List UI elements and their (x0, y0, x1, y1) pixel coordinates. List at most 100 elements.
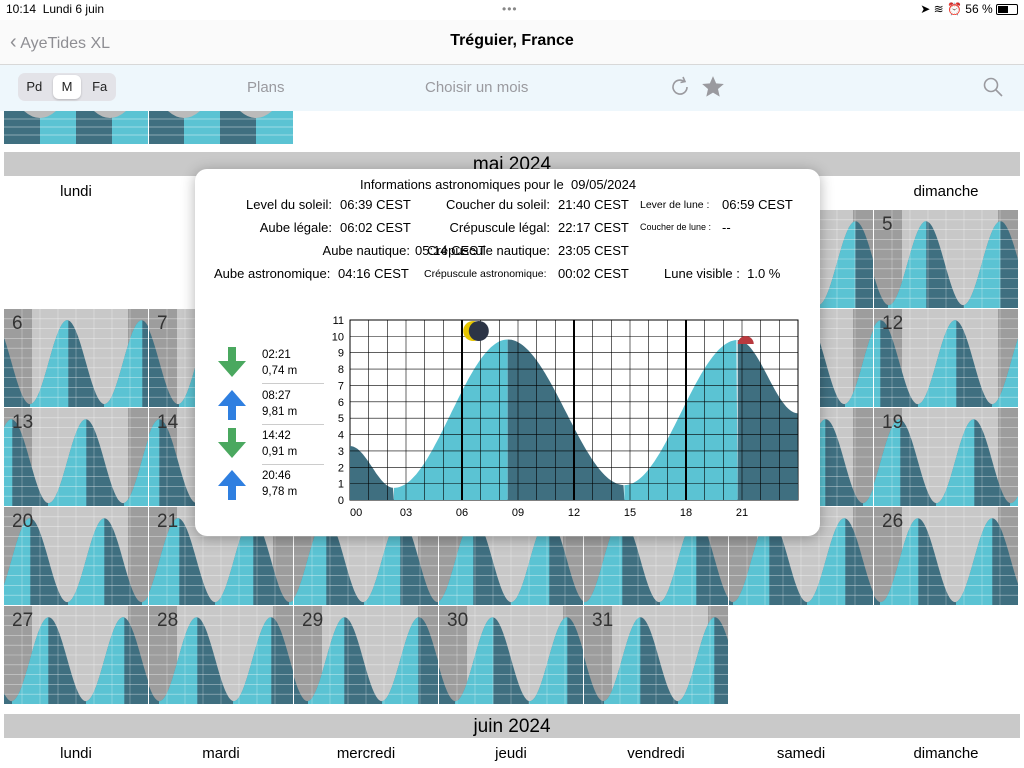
day-number: 19 (882, 412, 904, 433)
y-tick-label: 2 (338, 462, 344, 474)
day-number: 26 (882, 511, 904, 532)
refresh-icon[interactable] (668, 75, 692, 104)
y-tick-label: 5 (338, 413, 344, 425)
moon-phase-icon (468, 321, 489, 341)
moonrise-value: 06:59 CEST (722, 197, 793, 212)
calendar-day-cell[interactable]: 30 (439, 606, 584, 705)
calendar-day-cell[interactable]: 31 (584, 606, 729, 705)
day-number: 5 (882, 214, 893, 235)
day-number: 14 (157, 412, 179, 433)
day-number: 12 (882, 313, 904, 334)
mini-tide-strip (4, 111, 293, 144)
sunset-value: 21:40 CEST (558, 197, 629, 212)
calendar-day-cell[interactable]: 6 (4, 309, 149, 408)
y-tick-label: 4 (338, 430, 344, 442)
arrow-down-icon (217, 347, 247, 384)
calendar-day-cell[interactable] (729, 507, 874, 606)
moonset-label: Coucher de lune : (640, 222, 712, 232)
day-number: 20 (12, 511, 34, 532)
nautical-dusk-label: Crépuscule nautique: (427, 243, 550, 258)
civil-dusk-label: Crépuscule légal: (449, 220, 550, 235)
x-tick-label: 12 (568, 507, 580, 519)
civil-dawn-label: Aube légale: (259, 220, 332, 235)
tide-height: 9,78 m (262, 486, 298, 498)
weekday-label: dimanche (913, 183, 979, 200)
day-number: 6 (12, 313, 23, 334)
moonset-value: -- (722, 220, 731, 235)
segment-m[interactable]: M (52, 75, 82, 99)
star-icon[interactable] (700, 74, 726, 105)
tide-time: 14:42 (262, 430, 291, 442)
segment-pd[interactable]: Pd (26, 79, 43, 94)
toolbar: Pd M Fa Plans Choisir un mois (0, 65, 1024, 111)
rising-tide-area (624, 340, 738, 500)
day-number: 28 (157, 610, 179, 631)
y-tick-label: 8 (338, 364, 344, 376)
weekday-label: jeudi (495, 745, 527, 762)
page-title: Tréguier, France (450, 32, 574, 49)
x-tick-label: 03 (400, 507, 412, 519)
calendar-day-cell[interactable]: 19 (874, 408, 1019, 507)
navigation-bar: ‹ AyeTides XL Tréguier, France (0, 20, 1024, 65)
wifi-icon: ≋ (933, 2, 944, 16)
calendar-day-cell[interactable]: 27 (4, 606, 149, 705)
day-number: 29 (302, 610, 324, 631)
arrow-up-icon (217, 468, 247, 505)
civil-dusk-value: 22:17 CEST (558, 220, 629, 235)
rising-tide-area (393, 339, 508, 500)
alarm-icon: ⏰ (947, 2, 962, 16)
day-number: 13 (12, 412, 34, 433)
moon-visible: Lune visible : 1.0 % (664, 266, 781, 281)
falling-tide-area (737, 340, 798, 500)
sunset-icon (737, 336, 754, 344)
astro-dusk-value: 00:02 CEST (558, 266, 629, 281)
location-icon: ➤ (920, 2, 931, 16)
weekday-label: lundi (60, 183, 92, 200)
x-tick-label: 00 (350, 507, 362, 519)
y-tick-label: 10 (332, 331, 344, 343)
y-tick-label: 6 (338, 397, 344, 409)
falling-tide-area (350, 446, 394, 500)
calendar-day-cell[interactable]: 28 (149, 606, 294, 705)
back-button[interactable]: ‹ AyeTides XL (10, 31, 111, 53)
sunrise-value: 06:39 CEST (340, 197, 411, 212)
weekday-label: lundi (60, 745, 92, 762)
calendar-day-cell[interactable]: 29 (294, 606, 439, 705)
status-indicators: ➤ ≋ ⏰ 56 % (920, 2, 1018, 16)
choose-month-button[interactable]: Choisir un mois (425, 79, 529, 96)
nautical-dawn-value: 05:14 CEST (415, 243, 486, 258)
calendar-day-cell[interactable]: 5 (874, 210, 1019, 309)
plans-button[interactable]: Plans (247, 79, 285, 96)
astronomy-popup: Informations astronomiques pour le 09/05… (195, 169, 820, 536)
divider (262, 383, 324, 384)
sunrise-label: Level du soleil: (246, 197, 332, 212)
tide-height: 0,74 m (262, 365, 298, 377)
calendar-day-cell[interactable]: 13 (4, 408, 149, 507)
y-tick-label: 0 (338, 495, 344, 507)
tide-time: 02:21 (262, 349, 291, 361)
calendar-day-cell[interactable]: 20 (4, 507, 149, 606)
search-icon[interactable] (982, 76, 1004, 103)
weekday-label: mardi (202, 745, 240, 762)
calendar-day-cell[interactable]: 26 (874, 507, 1019, 606)
day-number: 31 (592, 610, 614, 631)
x-tick-label: 06 (456, 507, 468, 519)
moonrise-label: Lever de lune : (640, 199, 710, 211)
calendar-day-cell[interactable]: 12 (874, 309, 1019, 408)
x-tick-label: 21 (736, 507, 748, 519)
weekday-label: vendredi (627, 745, 685, 762)
multitask-dots-icon[interactable]: ••• (502, 2, 518, 16)
y-tick-label: 11 (333, 315, 344, 327)
sunset-label: Coucher du soleil: (445, 197, 550, 212)
status-time: 10:14 Lundi 6 juin (6, 2, 105, 16)
divider (262, 464, 324, 465)
battery-percent: 56 % (965, 2, 993, 16)
segment-fa[interactable]: Fa (92, 79, 108, 94)
chevron-left-icon: ‹ (10, 31, 17, 53)
arrow-up-icon (217, 388, 247, 425)
tide-height: 0,91 m (262, 446, 298, 458)
divider (262, 424, 324, 425)
civil-dawn-value: 06:02 CEST (340, 220, 411, 235)
day-number: 21 (157, 511, 179, 532)
